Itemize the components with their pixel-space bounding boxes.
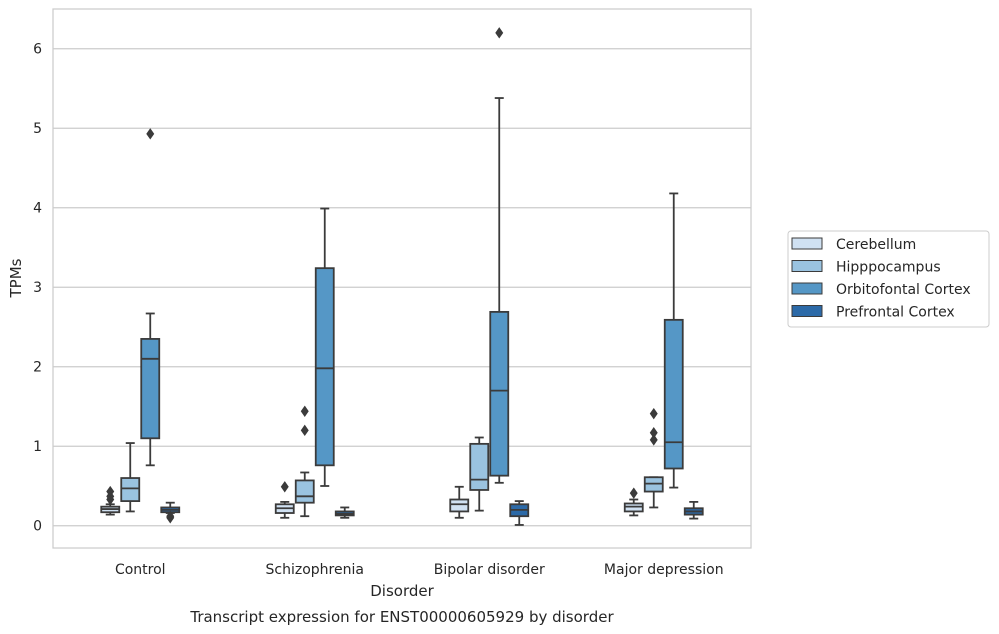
legend-swatch [791, 237, 823, 250]
box-bipolar-disorder-hipppocampus [469, 436, 490, 512]
outlier-point [300, 424, 309, 437]
legend: Cerebellum Hipppocampus Orbitofontal Corte… [787, 230, 990, 328]
outlier-point [300, 405, 309, 417]
x-tick-label: Schizophrenia [266, 562, 364, 578]
outlier-point [166, 510, 175, 522]
x-tick-label: Major depression [604, 562, 724, 578]
y-axis-title: TPMs [7, 258, 25, 298]
y-tick-label: 3 [33, 280, 42, 296]
legend-label: Prefrontal Cortex [836, 305, 955, 321]
box-bipolar-disorder-prefrontal-cortex [509, 500, 530, 526]
gridlines [53, 48, 751, 527]
box-body [449, 498, 470, 513]
legend-frame [787, 230, 990, 328]
outlier-point [146, 128, 155, 140]
outlier-point [495, 27, 504, 39]
box-schizophrenia-hipppocampus [294, 405, 315, 518]
x-axis-ticks: Control Schizophrenia Bipolar disorder Majo… [115, 562, 724, 578]
x-tick-label: Control [115, 562, 166, 578]
box-major-depression-cerebellum [623, 487, 644, 517]
box-body [120, 477, 141, 502]
outlier-point [106, 485, 115, 498]
box-bipolar-disorder-cerebellum [449, 485, 470, 519]
outlier-point [629, 487, 638, 499]
box-schizophrenia-orbitofontal-cortex [314, 207, 335, 487]
y-tick-label: 5 [33, 121, 42, 137]
outlier-point [649, 427, 658, 439]
box-body [314, 267, 335, 467]
box-major-depression-orbitofontal-cortex [663, 192, 684, 489]
legend-label: Orbitofontal Cortex [836, 282, 971, 298]
box-series [100, 27, 704, 526]
box-major-depression-hipppocampus [643, 407, 664, 509]
chart-caption: Transcript expression for ENST0000060592… [189, 608, 614, 626]
box-control-hipppocampus [120, 442, 141, 513]
y-tick-label: 2 [33, 360, 42, 376]
outlier-point [649, 434, 658, 446]
y-tick-label: 6 [33, 42, 42, 58]
legend-label: Hipppocampus [836, 260, 941, 276]
box-schizophrenia-cerebellum [274, 481, 295, 519]
box-body [489, 310, 510, 477]
box-schizophrenia-prefrontal-cortex [334, 506, 355, 519]
plot-area-frame [52, 8, 752, 549]
box-control-prefrontal-cortex [160, 501, 181, 524]
outlier-point [649, 407, 658, 420]
y-tick-label: 0 [33, 519, 42, 535]
box-body [294, 479, 315, 504]
legend-swatch [791, 305, 823, 317]
outlier-point [280, 481, 289, 493]
box-bipolar-disorder-orbitofontal-cortex [489, 27, 510, 484]
box-body [140, 338, 161, 440]
y-tick-label: 4 [33, 201, 42, 217]
box-control-cerebellum [100, 485, 121, 516]
y-tick-label: 1 [33, 439, 42, 455]
legend-swatch [791, 282, 823, 295]
legend-swatch [791, 260, 823, 272]
x-tick-label: Bipolar disorder [434, 562, 545, 578]
box-major-depression-prefrontal-cortex [683, 500, 704, 520]
box-body [469, 442, 490, 491]
box-control-orbitofontal-cortex [140, 128, 161, 467]
box-body [663, 318, 684, 470]
x-axis-title: Disorder [370, 582, 434, 600]
y-axis-ticks: 0 1 2 3 4 5 6 [33, 42, 42, 535]
legend-label: Cerebellum [836, 237, 916, 253]
